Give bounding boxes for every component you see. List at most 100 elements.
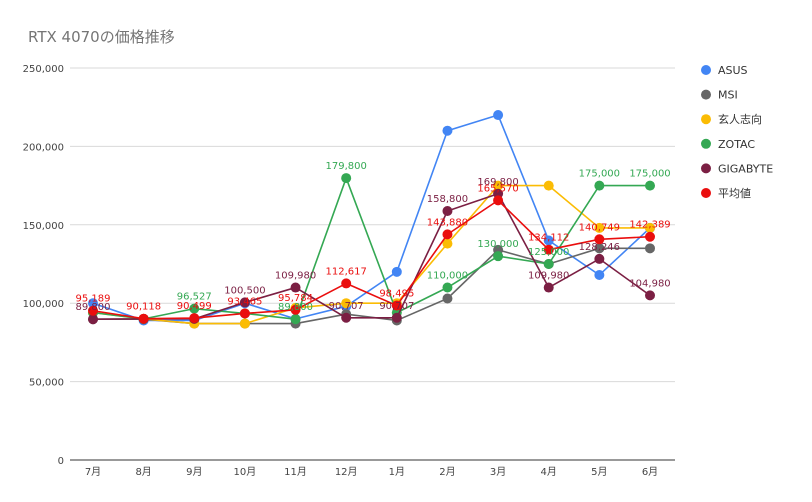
data-label: 140,749 (579, 222, 620, 233)
data-point (493, 251, 504, 262)
data-point (341, 173, 352, 184)
data-point (442, 238, 453, 249)
data-point (341, 298, 352, 309)
legend-swatch (701, 188, 711, 198)
data-label: 90,118 (126, 302, 161, 313)
series-line (92, 114, 651, 322)
data-point (239, 318, 250, 329)
data-point (189, 313, 200, 324)
legend-swatch (701, 163, 711, 174)
legend-label: 平均値 (718, 187, 751, 200)
x-tick-label: 3月 (490, 466, 506, 478)
data-label: 90,499 (177, 301, 212, 312)
data-point (391, 312, 402, 323)
x-tick-label: 5月 (591, 466, 607, 478)
series-MSI (88, 243, 655, 329)
data-label: 110,000 (427, 271, 468, 282)
data-point (493, 195, 504, 206)
legend-swatch (701, 65, 711, 75)
y-axis: 0 50,000 100,000 150,000 200,000 250,000 (23, 64, 64, 467)
y-tick-label: 50,000 (29, 378, 64, 389)
data-point (391, 300, 402, 311)
data-point (594, 180, 605, 191)
data-point (543, 244, 554, 255)
data-point (88, 305, 98, 316)
series-平均値 (88, 195, 655, 324)
data-point (594, 269, 605, 280)
legend-swatch (701, 89, 711, 100)
legend-swatch (701, 138, 711, 149)
data-point (341, 278, 352, 289)
x-axis: 7月 8月 9月 10月 11月 12月 1月 2月 3月 4月 5月 6月 (85, 466, 658, 478)
data-point (442, 206, 453, 217)
data-label: 158,800 (427, 194, 468, 205)
data-point (594, 222, 605, 233)
data-point (493, 180, 504, 191)
data-labels: 96,527 89,800 179,800 110,000 130,000 125,000… (76, 161, 671, 313)
series-line (92, 199, 651, 320)
data-label: 104,980 (629, 278, 670, 289)
data-label: 169,800 (477, 177, 518, 188)
data-point (594, 234, 605, 245)
x-tick-label: 10月 (234, 466, 257, 478)
data-label: 175,000 (629, 169, 670, 180)
legend-label: 玄人志向 (718, 112, 762, 126)
data-point (543, 259, 554, 269)
data-point (442, 229, 453, 240)
data-label: 93,465 (227, 296, 262, 307)
data-point (189, 303, 200, 314)
y-tick-label: 100,000 (23, 299, 64, 310)
x-tick-label: 11月 (284, 466, 307, 478)
legend-label: ASUS (718, 64, 748, 77)
series-line (92, 177, 650, 320)
data-point (594, 243, 605, 254)
x-tick-label: 1月 (389, 466, 405, 478)
data-label: 90,707 (379, 301, 414, 312)
data-point (594, 253, 605, 264)
legend-item: MSI (701, 89, 738, 102)
data-point (645, 290, 655, 301)
data-label: 165,570 (477, 183, 518, 194)
data-label: 143,880 (427, 217, 468, 228)
data-point (645, 180, 655, 191)
data-point (88, 314, 98, 325)
data-point (391, 266, 402, 277)
data-point (442, 293, 453, 304)
data-point (239, 297, 250, 308)
data-point (645, 222, 655, 233)
data-point (341, 312, 352, 323)
data-label: 95,189 (76, 294, 111, 305)
data-label: 134,112 (528, 233, 569, 244)
data-point (290, 282, 301, 293)
data-point (88, 298, 98, 309)
x-tick-label: 2月 (439, 466, 455, 478)
x-tick-label: 6月 (642, 466, 658, 478)
data-point (645, 243, 655, 254)
series-ASUS (88, 110, 655, 326)
data-point (138, 313, 149, 324)
legend-label: GIGABYTE (718, 162, 773, 175)
data-label: 128,246 (579, 242, 620, 253)
legend-item: ZOTAC (701, 138, 755, 151)
data-label: 130,000 (477, 239, 518, 250)
legend-label: ZOTAC (718, 138, 755, 151)
data-label: 100,500 (224, 285, 265, 296)
data-label: 112,617 (326, 266, 367, 277)
legend-item: 平均値 (701, 187, 751, 200)
data-label: 96,527 (177, 292, 212, 303)
data-label: 109,980 (275, 271, 316, 282)
data-point (645, 231, 655, 242)
data-point (493, 110, 504, 121)
legend-swatch (701, 114, 711, 125)
data-label: 98,495 (379, 289, 414, 300)
x-tick-label: 7月 (85, 466, 101, 478)
x-tick-label: 8月 (135, 466, 151, 478)
x-tick-label: 9月 (186, 466, 202, 478)
data-point (239, 308, 250, 319)
legend-item: GIGABYTE (701, 162, 773, 175)
legend: ASUS MSI 玄人志向 ZOTAC GIGABYTE 平均値 (701, 64, 773, 200)
x-tick-label: 12月 (335, 466, 358, 478)
data-label: 179,800 (326, 161, 367, 172)
